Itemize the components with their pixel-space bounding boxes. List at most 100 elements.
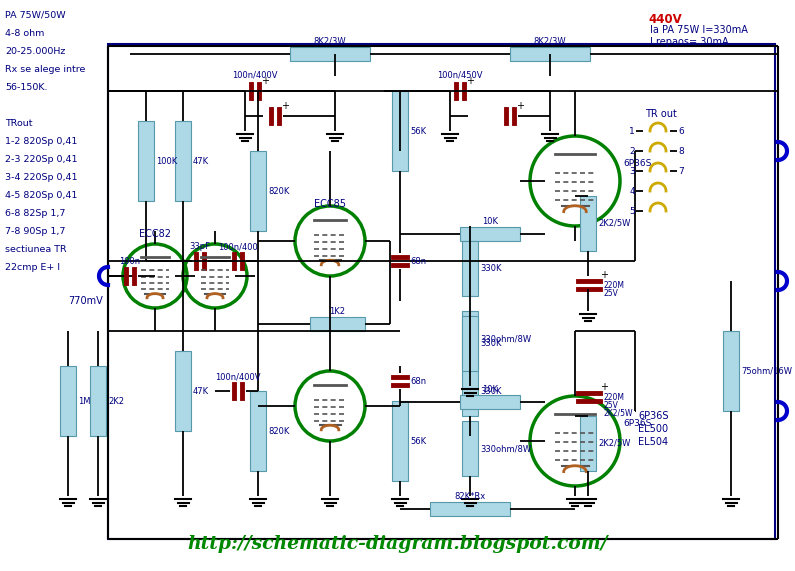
Bar (60, 366, 76, 436)
Text: +: + (281, 101, 289, 111)
Text: 330K: 330K (480, 387, 502, 396)
Text: 330ohm/8W: 330ohm/8W (480, 334, 531, 343)
Bar (462, 241, 478, 296)
Text: +: + (261, 76, 269, 86)
Text: +: + (600, 382, 608, 392)
Text: ECC82: ECC82 (139, 229, 171, 239)
Text: 47K: 47K (193, 156, 209, 166)
Bar (723, 331, 739, 411)
Text: +: + (466, 76, 474, 86)
Bar (175, 351, 191, 431)
Text: 3-4 220Sp 0,41: 3-4 220Sp 0,41 (5, 173, 77, 182)
Bar (462, 366, 478, 416)
Bar (392, 91, 408, 171)
Bar (462, 311, 478, 366)
Text: 100K: 100K (156, 156, 177, 166)
Bar (138, 121, 154, 201)
Bar (310, 317, 365, 331)
Text: 68n: 68n (410, 376, 426, 385)
Text: 330K: 330K (480, 339, 502, 348)
Text: 2K2/5W: 2K2/5W (598, 439, 630, 448)
Text: 1K2: 1K2 (329, 307, 346, 316)
Bar (580, 196, 596, 251)
Text: 47K: 47K (193, 387, 209, 396)
Bar (108, 44, 775, 539)
Bar (460, 227, 520, 241)
Text: 100n/400V: 100n/400V (232, 70, 277, 79)
Text: 6P36S: 6P36S (623, 419, 651, 428)
Text: 440V: 440V (648, 13, 682, 26)
Text: 2K2/5W: 2K2/5W (603, 408, 633, 417)
Bar (250, 151, 266, 231)
Text: 56K: 56K (410, 127, 426, 135)
Text: 1M: 1M (78, 396, 91, 405)
Text: EL500: EL500 (638, 424, 668, 434)
Text: 1: 1 (630, 127, 635, 135)
Text: 330K: 330K (480, 264, 502, 273)
Text: 220M: 220M (603, 280, 624, 289)
Text: 4-5 820Sp 0,41: 4-5 820Sp 0,41 (5, 191, 77, 200)
Text: TRout: TRout (5, 119, 33, 128)
Bar (580, 416, 596, 471)
Bar (290, 47, 370, 61)
Bar (460, 395, 520, 409)
Text: +: + (600, 270, 608, 280)
Text: 5: 5 (630, 207, 635, 215)
Text: http://schematic-diagram.blogspot.com/: http://schematic-diagram.blogspot.com/ (188, 535, 608, 553)
Bar (462, 316, 478, 371)
Text: 220M: 220M (603, 392, 624, 401)
Text: +: + (516, 101, 524, 111)
Text: 56K: 56K (410, 436, 426, 445)
Text: 100n/450V: 100n/450V (437, 70, 483, 79)
Text: 8: 8 (678, 147, 684, 155)
Text: ECC85: ECC85 (314, 199, 346, 209)
Text: 3: 3 (630, 167, 635, 175)
Text: EL504: EL504 (638, 437, 668, 447)
Text: 25V: 25V (603, 288, 618, 297)
Text: 6P36S: 6P36S (638, 411, 669, 421)
Text: 100n: 100n (119, 257, 141, 266)
Text: 22cmp E+ I: 22cmp E+ I (5, 263, 60, 272)
Text: 8K2/3W: 8K2/3W (533, 37, 566, 46)
Text: 4: 4 (630, 187, 635, 195)
Bar (90, 366, 106, 436)
Text: 100n/400: 100n/400 (218, 242, 258, 251)
Text: 2: 2 (630, 147, 635, 155)
Text: 2K2: 2K2 (108, 396, 124, 405)
Text: 6P36S: 6P36S (623, 159, 651, 167)
Bar (430, 502, 510, 516)
Bar (392, 401, 408, 481)
Text: 10K: 10K (482, 217, 498, 226)
Text: 68n: 68n (410, 256, 426, 266)
Bar (510, 47, 590, 61)
Text: 2-3 220Sp 0,41: 2-3 220Sp 0,41 (5, 155, 77, 164)
Text: 25V: 25V (603, 400, 618, 409)
Text: 7-8 90Sp 1,7: 7-8 90Sp 1,7 (5, 227, 65, 236)
Text: 8K2/3W: 8K2/3W (314, 37, 347, 46)
Text: 10K: 10K (482, 385, 498, 394)
Text: 7: 7 (678, 167, 684, 175)
Text: 6: 6 (678, 127, 684, 135)
Text: 56-150K.: 56-150K. (5, 83, 48, 92)
Bar (175, 121, 191, 201)
Text: Rx se alege intre: Rx se alege intre (5, 65, 85, 74)
Text: 75ohm/16W: 75ohm/16W (741, 367, 792, 376)
Text: I repaos= 30mA: I repaos= 30mA (650, 37, 729, 47)
Text: 100n/400V: 100n/400V (215, 372, 261, 381)
Bar (250, 391, 266, 471)
Text: Ia PA 75W I=330mA: Ia PA 75W I=330mA (650, 25, 748, 35)
Text: 820K: 820K (268, 427, 289, 436)
Text: sectiunea TR: sectiunea TR (5, 245, 67, 254)
Text: 2K2/5W: 2K2/5W (598, 219, 630, 228)
Bar (462, 421, 478, 476)
Text: 330ohm/8W: 330ohm/8W (480, 444, 531, 453)
Text: 770mV: 770mV (68, 296, 103, 306)
Text: 33pF: 33pF (189, 242, 211, 251)
Text: 82K*Rx: 82K*Rx (455, 492, 486, 501)
Text: PA 75W/50W: PA 75W/50W (5, 11, 66, 20)
Text: 4-8 ohm: 4-8 ohm (5, 29, 45, 38)
Text: 820K: 820K (268, 187, 289, 195)
Text: 20-25.000Hz: 20-25.000Hz (5, 47, 65, 56)
Text: 6-8 82Sp 1,7: 6-8 82Sp 1,7 (5, 209, 65, 218)
Text: TR out: TR out (645, 109, 677, 119)
